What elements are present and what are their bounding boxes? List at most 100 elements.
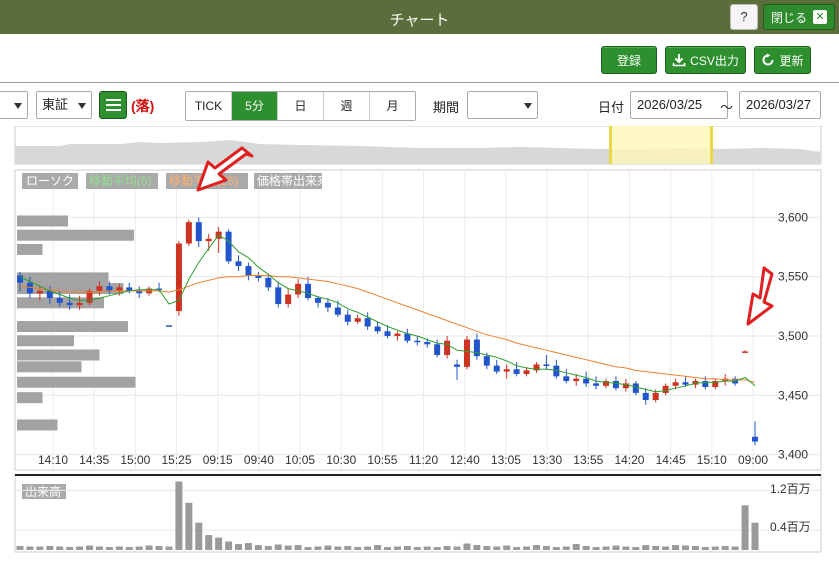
tab-5min[interactable]: 5分: [232, 92, 278, 120]
legend-profile-chip: [254, 173, 322, 189]
register-button[interactable]: 登録: [601, 46, 657, 74]
candle-body: [434, 344, 441, 355]
volume-bar: [274, 544, 282, 550]
help-button[interactable]: ?: [730, 4, 758, 30]
volume-bar: [493, 546, 501, 550]
volume-bar: [334, 546, 342, 550]
y-axis-ticks: 3,600 3,550 3,500 3,450 3,400: [778, 210, 808, 461]
tab-day[interactable]: 日: [278, 92, 324, 120]
candle-body: [463, 339, 470, 367]
volume-plot-frame: [14, 474, 822, 553]
candle-body: [364, 318, 371, 327]
volume-bar: [532, 545, 540, 550]
list-icon-line: [106, 109, 121, 111]
candle-body: [36, 290, 43, 294]
x-tick-label: 13:55: [573, 453, 603, 467]
date-to-input[interactable]: 2026/03/27: [739, 91, 821, 119]
volume-bar: [175, 481, 183, 550]
x-tick-label: 15:10: [697, 453, 727, 467]
candle-body: [483, 356, 490, 366]
candle-body: [404, 333, 411, 341]
volume-bar: [592, 547, 600, 550]
x-tick-label: 11:20: [409, 453, 438, 467]
y-tick-label: 3,550: [778, 270, 808, 284]
candle-body: [225, 231, 232, 262]
candle-body: [205, 238, 212, 242]
candle-body: [692, 381, 699, 385]
volume-bar: [304, 547, 312, 550]
legend-candle: ローソク: [26, 174, 74, 188]
volume-bar: [76, 546, 84, 550]
refresh-button[interactable]: 更新: [754, 46, 811, 74]
overview-handle-left[interactable]: [609, 126, 612, 164]
candle-body: [305, 283, 312, 299]
candle-body: [424, 341, 431, 345]
chevron-down-icon: [524, 103, 532, 109]
volume-bar: [463, 543, 471, 550]
volume-profile-bar: [17, 321, 128, 333]
candle-body: [672, 382, 679, 386]
y-tick-label: 3,600: [778, 210, 808, 224]
candlestick-series: [17, 217, 758, 446]
candle-body: [185, 222, 192, 244]
volume-tick-label: 0.4百万: [770, 520, 811, 534]
chevron-down-icon: [14, 103, 22, 109]
candle-body: [444, 340, 451, 355]
candle-body: [265, 277, 272, 288]
volume-bar: [403, 546, 411, 550]
chart-area[interactable]: 3,600 3,550 3,500 3,450 3,400 14:10 14:35 15:0…: [0, 126, 839, 556]
volume-bar: [384, 547, 391, 550]
candle-body: [106, 286, 113, 291]
volume-bar: [86, 545, 94, 550]
tab-week[interactable]: 週: [324, 92, 370, 120]
volume-bar: [155, 546, 163, 550]
volume-bar: [582, 546, 590, 550]
candle-body: [374, 326, 381, 332]
volume-bar: [374, 545, 382, 550]
candle-body: [563, 376, 570, 382]
volume-bar: [244, 543, 252, 550]
volume-bar: [135, 546, 143, 550]
x-tick-label: 10:30: [326, 453, 356, 467]
volume-bar: [652, 546, 660, 550]
volume-bar: [691, 546, 699, 550]
tab-month[interactable]: 月: [386, 99, 399, 113]
y-tick-label: 3,400: [778, 448, 808, 462]
volume-bar: [453, 546, 461, 550]
ma5-line: [19, 234, 756, 393]
list-view-button[interactable]: [99, 91, 127, 119]
candle-body: [454, 364, 461, 367]
candle-body: [86, 290, 93, 303]
volume-bar: [145, 545, 153, 550]
volume-bar: [105, 547, 113, 550]
volume-bar: [66, 547, 74, 550]
market-select[interactable]: 東証: [36, 91, 92, 119]
volume-bar: [503, 545, 511, 550]
volume-bar: [423, 546, 431, 550]
csv-export-button[interactable]: CSV出力: [665, 46, 746, 74]
volume-profile-bar: [17, 272, 109, 284]
volume-bar: [413, 547, 421, 550]
candle-body: [503, 369, 510, 372]
candle-body: [384, 331, 391, 337]
candle-body: [26, 282, 33, 294]
price-plot-frame: [14, 169, 822, 471]
candle-body: [344, 314, 351, 322]
period-select[interactable]: [467, 91, 538, 119]
overview-selection[interactable]: [611, 126, 711, 164]
candle-body: [682, 382, 689, 385]
volume-bar: [46, 546, 54, 550]
date-from-input[interactable]: 2026/03/25: [630, 91, 728, 119]
volume-bar: [254, 545, 262, 550]
candle-body: [553, 365, 560, 377]
close-button[interactable]: 閉じる ✕: [763, 4, 835, 30]
ma25-line: [19, 275, 756, 383]
candle-body: [742, 351, 749, 353]
candle-body: [583, 378, 590, 384]
legend: ローソク 移動平均(5) 移動平均(25) 価格帯出来来: [22, 173, 329, 189]
overview-handle-right[interactable]: [710, 126, 713, 164]
volume-bar: [264, 546, 272, 550]
candle-body: [513, 369, 520, 374]
symbol-select[interactable]: [0, 91, 28, 119]
tab-tick[interactable]: TICK: [186, 92, 232, 120]
